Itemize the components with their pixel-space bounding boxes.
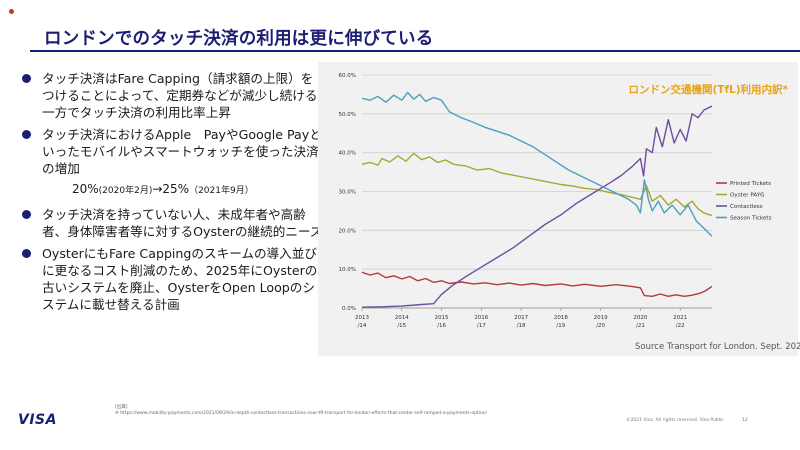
series-line (361, 91, 713, 237)
y-tick-label: 50.0% (339, 112, 356, 118)
x-tick-label: 2020 (633, 315, 647, 321)
bullet-item: タッチ決済を持っていない人、未成年者や高齢者、身体障害者等に対するOysterの… (20, 206, 325, 240)
share-2021: 25% (162, 182, 190, 196)
legend-label: Contactless (730, 204, 763, 210)
chart-source: Source Transport for London. Sept. 2021 (635, 342, 800, 352)
bullet-text: タッチ決済を持っていない人、未成年者や高齢者、身体障害者等に対するOysterの… (42, 207, 323, 239)
y-tick-label: 10.0% (339, 267, 356, 273)
footnote-label: [出典] (115, 405, 128, 410)
x-tick-label: 2016 (474, 315, 488, 321)
x-tick-label: /16 (437, 323, 446, 329)
payment-share-change: 20%(2020年2月)→25%（2021年9月） (72, 181, 325, 200)
legend-label: Oyster PAYG (730, 193, 765, 199)
bullet-text: OysterにもFare Cappingのスキームの導入並びに更なるコスト削減の… (42, 246, 318, 312)
bullet-dot (22, 210, 31, 219)
bullet-text: タッチ決済におけるApple PayやGoogle Payといったモバイルやスマ… (42, 127, 322, 176)
bullet-text: タッチ決済はFare Capping（請求額の上限）をつけることによって、定期券… (42, 71, 318, 120)
y-tick-label: 30.0% (339, 190, 356, 196)
bullet-item: タッチ決済におけるApple PayやGoogle Payといったモバイルやスマ… (20, 126, 325, 177)
x-tick-label: 2015 (435, 315, 449, 321)
series-line (361, 105, 713, 308)
x-tick-label: /14 (358, 323, 367, 329)
legend-label: Printed Tickets (730, 181, 771, 187)
y-tick-label: 40.0% (339, 151, 356, 157)
x-tick-label: /20 (596, 323, 605, 329)
bullet-item: OysterにもFare Cappingのスキームの導入並びに更なるコスト削減の… (20, 245, 325, 313)
x-tick-label: /18 (517, 323, 526, 329)
arrow: → (152, 182, 163, 196)
x-tick-label: 2017 (514, 315, 528, 321)
chart-panel: 0.0% 10.0% 20.0% 30.0% 40.0% 50.0% 60.0% 2013/1… (318, 62, 798, 356)
x-tick-label: 2014 (395, 315, 409, 321)
copyright: ©2021 Visa. All rights reserved. Visa Pu… (626, 418, 724, 423)
x-tick-label: 2013 (355, 315, 369, 321)
x-tick-label: /17 (477, 323, 486, 329)
slide-title: ロンドンでのタッチ決済の利用は更に伸びている (44, 29, 434, 49)
bullet-dot (22, 74, 31, 83)
bullet-item: タッチ決済はFare Capping（請求額の上限）をつけることによって、定期券… (20, 70, 325, 121)
date-2020: (2020年2月) (98, 186, 153, 196)
bullet-dot (22, 249, 31, 258)
x-tick-label: 2018 (554, 315, 568, 321)
title-underline (30, 50, 800, 52)
chart-title: ロンドン交通機関(TfL)利用内訳* (628, 83, 788, 96)
share-2020: 20% (72, 182, 99, 196)
decorative-red-dot (9, 9, 14, 14)
y-tick-label: 0.0% (342, 306, 356, 312)
footnote-url: ※ https://www.mobility-payments.com/2021… (115, 411, 488, 416)
page-number: 12 (742, 418, 748, 423)
visa-logo: VISA (18, 412, 57, 428)
legend-label: Season Tickets (730, 216, 772, 222)
series-line (361, 271, 713, 297)
bullet-dot (22, 130, 31, 139)
y-tick-label: 20.0% (339, 228, 356, 234)
x-tick-label: 2021 (673, 315, 687, 321)
x-tick-label: /22 (676, 323, 685, 329)
footnote: [出典] ※ https://www.mobility-payments.com… (115, 405, 487, 417)
tfl-usage-chart: 0.0% 10.0% 20.0% 30.0% 40.0% 50.0% 60.0% 2013/1… (339, 73, 789, 329)
date-2021: （2021年9月） (189, 186, 254, 196)
x-tick-label: 2019 (594, 315, 608, 321)
x-tick-label: /21 (636, 323, 645, 329)
series-line (361, 152, 713, 217)
y-tick-label: 60.0% (339, 73, 356, 79)
bullet-list: タッチ決済はFare Capping（請求額の上限）をつけることによって、定期券… (20, 70, 325, 318)
x-tick-label: /15 (397, 323, 406, 329)
x-tick-label: /19 (556, 323, 565, 329)
